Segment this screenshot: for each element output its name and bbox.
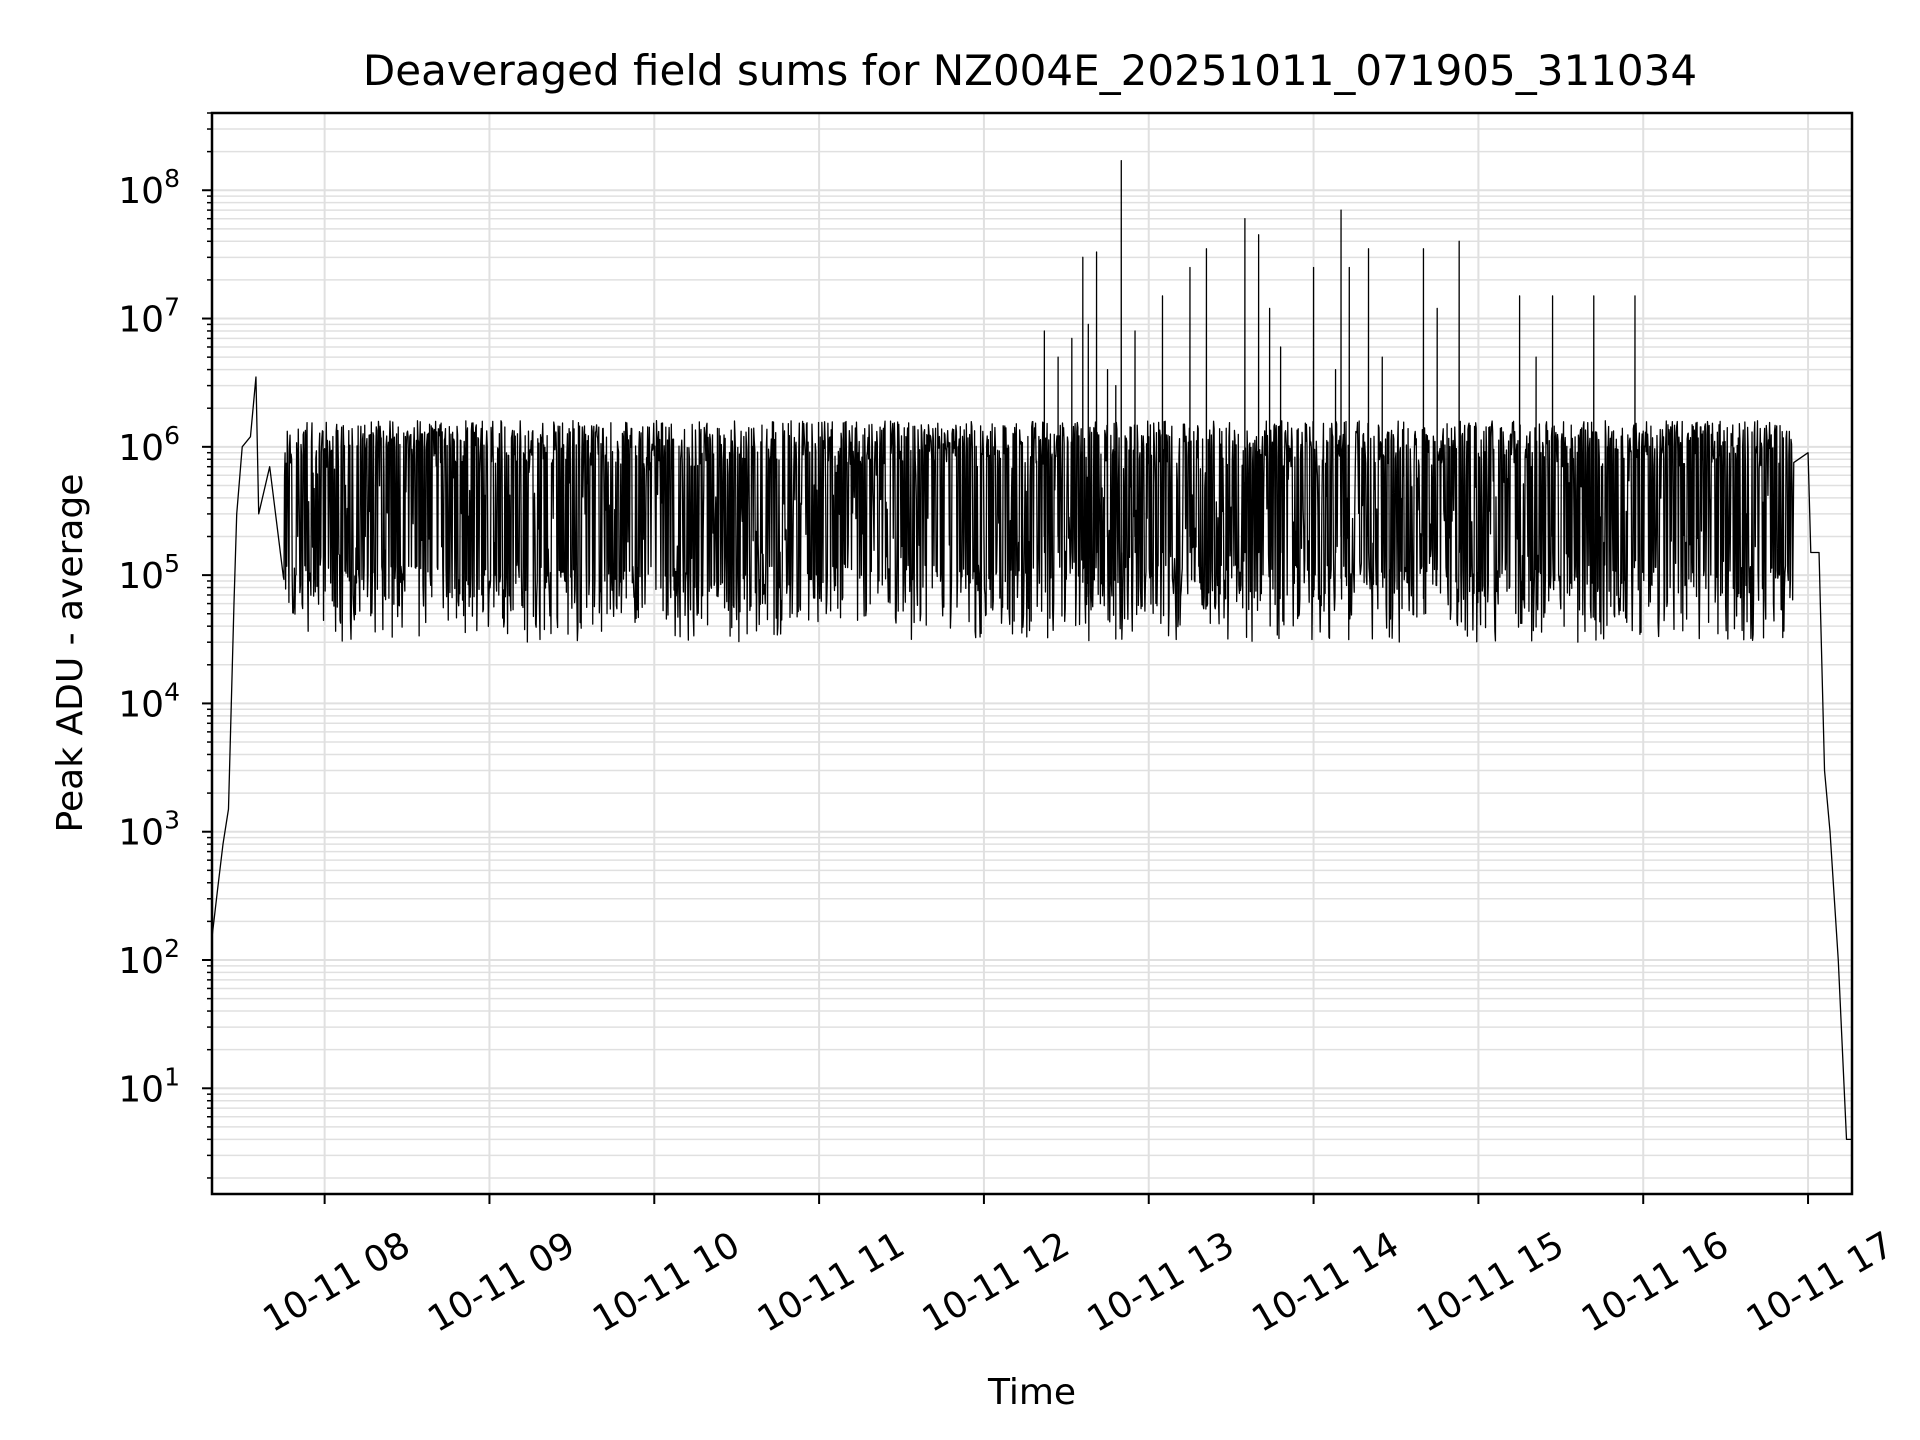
y-tick-base: 10: [118, 428, 164, 469]
y-tick-label: 108: [118, 164, 180, 212]
y-tick-base: 10: [118, 813, 164, 854]
y-tick-label: 105: [118, 549, 180, 597]
series-line: [211, 160, 1852, 1140]
y-tick-base: 10: [118, 556, 164, 597]
y-tick-base: 10: [118, 1069, 164, 1110]
chart-title: Deaveraged field sums for NZ004E_2025101…: [363, 46, 1697, 95]
y-tick-exponent: 1: [164, 1062, 180, 1091]
y-tick-label: 106: [118, 421, 180, 469]
x-axis-label: Time: [987, 1372, 1076, 1413]
y-axis-label: Peak ADU - average: [50, 474, 91, 833]
y-tick-label: 104: [118, 677, 180, 725]
y-tick-base: 10: [118, 171, 164, 212]
y-tick-exponent: 5: [164, 549, 180, 578]
y-tick-label: 102: [118, 934, 180, 982]
series-layer: [211, 160, 1852, 1140]
y-tick-exponent: 6: [164, 421, 180, 450]
plot-area: [210, 111, 1854, 1196]
y-tick-label: 107: [118, 293, 180, 341]
y-tick-base: 10: [118, 684, 164, 725]
axes-frame: [210, 111, 1854, 1196]
y-tick-base: 10: [118, 941, 164, 982]
y-tick-exponent: 3: [164, 806, 180, 835]
y-tick-exponent: 7: [164, 293, 180, 322]
y-tick-label: 101: [118, 1062, 180, 1110]
y-tick-exponent: 2: [164, 934, 180, 963]
y-tick-base: 10: [118, 300, 164, 341]
y-tick-exponent: 4: [164, 677, 180, 706]
y-tick-exponent: 8: [164, 164, 180, 193]
y-tick-label: 103: [118, 806, 180, 854]
